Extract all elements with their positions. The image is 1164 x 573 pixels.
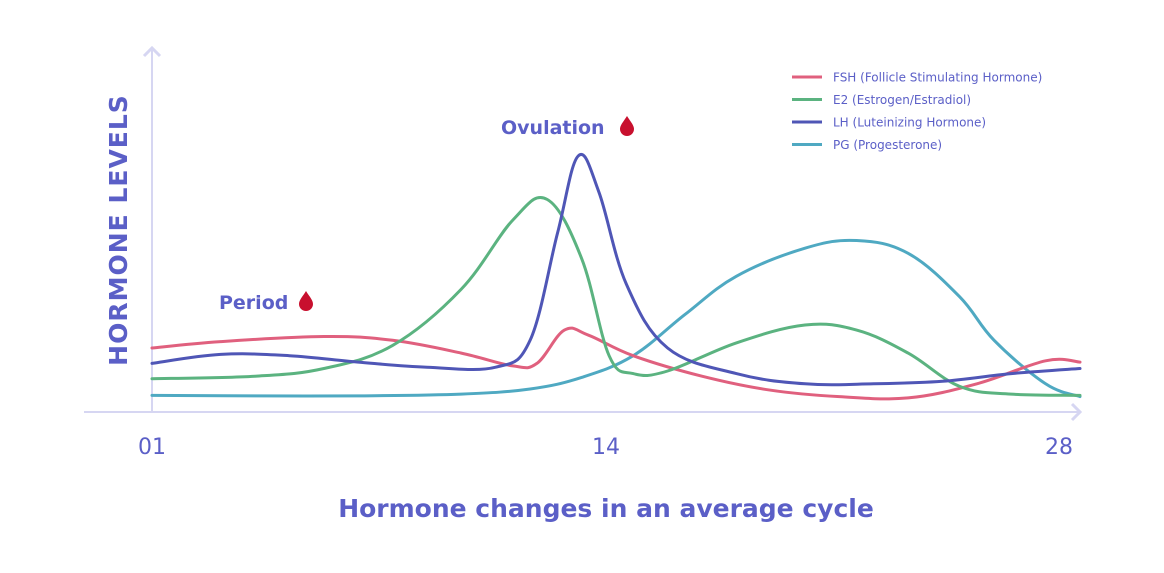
period-annotation: Period bbox=[219, 291, 313, 314]
ovulation-label: Ovulation bbox=[501, 117, 605, 139]
chart-title: Hormone changes in an average cycle bbox=[338, 494, 874, 523]
series-line-lh bbox=[150, 152, 1082, 387]
legend: FSH (Follicle Stimulating Hormone) E2 (Es… bbox=[792, 71, 1042, 152]
legend-label: FSH (Follicle Stimulating Hormone) bbox=[833, 71, 1042, 85]
legend-label: LH (Luteinizing Hormone) bbox=[833, 116, 986, 130]
series-line-e2 bbox=[150, 196, 1082, 397]
series-line-pg bbox=[150, 238, 1082, 399]
y-axis-label: HORMONE LEVELS bbox=[104, 94, 133, 366]
blood-drop-icon bbox=[299, 291, 313, 311]
series-group bbox=[150, 152, 1082, 401]
x-tick-label: 28 bbox=[1045, 435, 1073, 460]
legend-label: E2 (Estrogen/Estradiol) bbox=[833, 93, 971, 107]
series-line-fsh bbox=[150, 326, 1082, 401]
x-tick-label: 14 bbox=[592, 435, 620, 460]
legend-label: PG (Progesterone) bbox=[833, 138, 942, 152]
period-label: Period bbox=[219, 292, 288, 314]
ovulation-annotation: Ovulation bbox=[501, 116, 634, 139]
blood-drop-icon bbox=[620, 116, 634, 136]
x-tick-label: 01 bbox=[138, 435, 166, 460]
